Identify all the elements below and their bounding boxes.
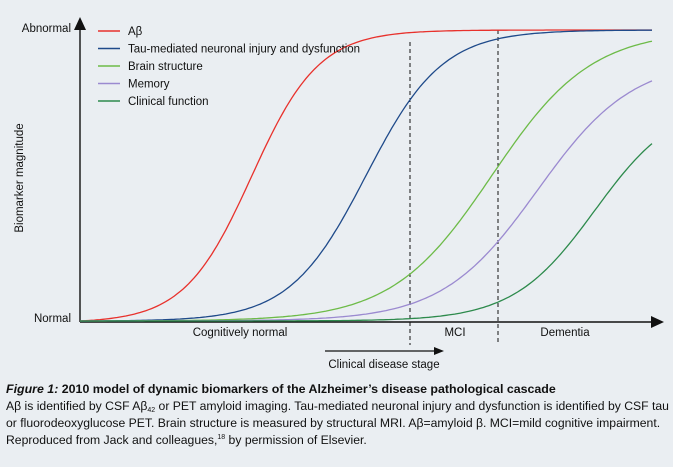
caption-body-part-2: or PET amyloid imaging. Tau-mediated neu… — [6, 399, 669, 447]
series-line-3 — [80, 80, 653, 322]
stage-arrow-label: Clinical disease stage — [328, 359, 439, 371]
y-tick-label-abnormal: Abnormal — [22, 23, 71, 35]
caption-body-part-3: by permission of Elsevier. — [225, 433, 367, 447]
series-line-1 — [80, 29, 652, 322]
caption-figure-label: Figure 1: — [6, 382, 59, 396]
y-axis-label: Biomarker magnitude — [14, 123, 26, 232]
caption-subscript: 42 — [147, 407, 156, 414]
caption-title-text: 2010 model of dynamic biomarkers of the … — [58, 382, 556, 396]
x-axis-arrow-icon — [651, 316, 664, 328]
series-line-0 — [79, 29, 652, 322]
legend-label-0: Aβ — [128, 26, 143, 38]
stage-label-dementia: Dementia — [540, 327, 590, 339]
caption-reference: 18 — [217, 434, 226, 441]
legend-label-1: Tau-mediated neuronal injury and dysfunc… — [128, 44, 360, 56]
y-tick-label-normal: Normal — [34, 313, 71, 325]
stage-arrow-icon — [434, 347, 444, 355]
series-line-4 — [80, 143, 653, 322]
legend-label-3: Memory — [128, 79, 170, 91]
legend-label-4: Clinical function — [128, 96, 209, 108]
caption-title: Figure 1: 2010 model of dynamic biomarke… — [6, 381, 670, 398]
stage-label-cognitively-normal: Cognitively normal — [193, 327, 288, 339]
series-layer — [79, 29, 653, 322]
caption-body-part-1: Aβ is identified by CSF Aβ — [6, 399, 148, 413]
legend: Aβ Tau-mediated neuronal injury and dysfu… — [98, 26, 360, 108]
y-axis-arrow-icon — [74, 17, 86, 30]
stage-label-mci: MCI — [444, 327, 465, 339]
chart: Abnormal Normal Biomarker magnitude Cogn… — [14, 17, 664, 371]
legend-label-2: Brain structure — [128, 61, 203, 73]
figure-caption: Figure 1: 2010 model of dynamic biomarke… — [6, 381, 670, 449]
caption-body: Aβ is identified by CSF Aβ42 or PET amyl… — [6, 398, 670, 449]
